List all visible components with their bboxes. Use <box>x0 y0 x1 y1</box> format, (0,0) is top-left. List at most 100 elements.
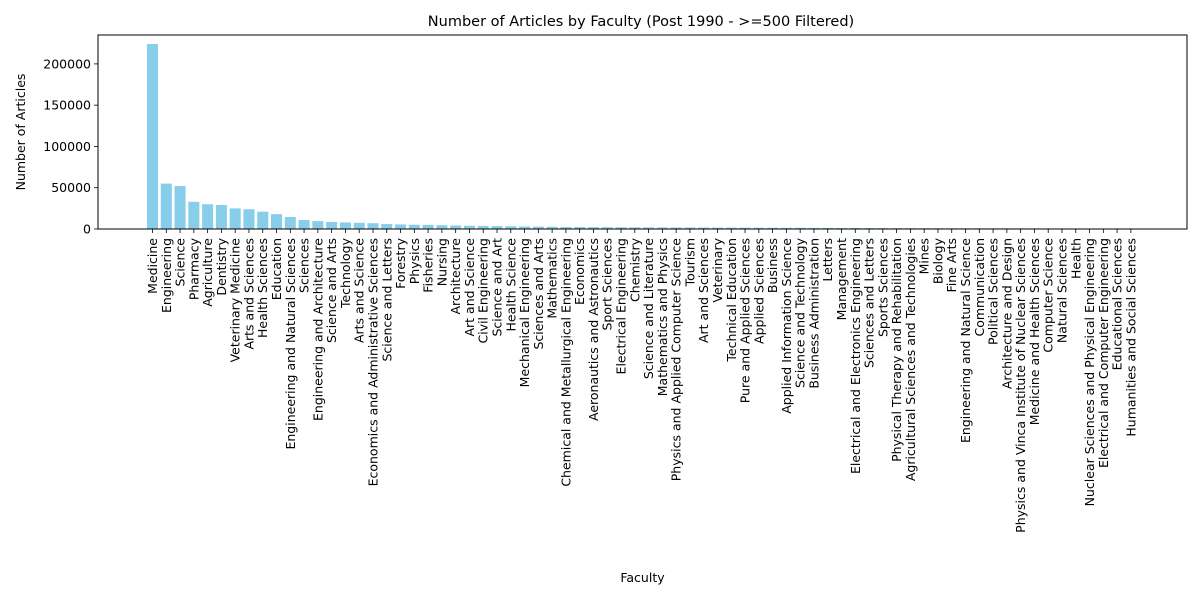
x-tick-label: Aeronautics and Astronautics <box>586 238 601 421</box>
bar <box>780 227 792 229</box>
x-tick-label: Management <box>834 238 849 320</box>
bar <box>698 227 710 229</box>
x-tick-label: Business Administration <box>806 238 821 389</box>
x-tick-label: Arts and Sciences <box>241 238 256 350</box>
x-tick-label: Electrical Engineering <box>614 238 629 374</box>
x-tick-label: Health Science <box>503 238 518 332</box>
x-tick-label: Electrical and Computer Engineering <box>1096 238 1111 468</box>
bar <box>367 223 379 229</box>
y-axis-label: Number of Articles <box>13 74 28 191</box>
x-tick-label: Computer Science <box>1041 238 1056 353</box>
bar <box>505 226 517 229</box>
bar <box>202 204 214 229</box>
bar <box>395 224 407 229</box>
x-tick-label: Electrical and Electronics Engineering <box>848 238 863 474</box>
bar <box>587 227 599 229</box>
x-tick-label: Health Sciences <box>255 238 270 338</box>
bar <box>408 224 420 229</box>
x-tick-label: Economics and Administrative Sciences <box>365 238 380 486</box>
x-tick-label: Sports Sciences <box>875 238 890 337</box>
x-tick-label: Agriculture <box>200 238 215 307</box>
bar <box>560 226 572 229</box>
x-tick-label: Fisheries <box>421 238 436 293</box>
x-tick-label: Architecture <box>448 238 463 315</box>
x-tick-label: Nursing <box>434 238 449 286</box>
x-tick-label: Science and Letters <box>379 238 394 362</box>
x-tick-label: Sciences and Letters <box>862 238 877 368</box>
x-tick-label: Science and Arts <box>324 238 339 343</box>
x-tick-label: Engineering and Natural Sciences <box>283 238 298 450</box>
x-tick-label: Biology <box>930 237 945 284</box>
y-tick-label: 150000 <box>43 98 91 113</box>
x-tick-label: Technology <box>338 237 353 309</box>
x-axis: MedicineEngineeringSciencePharmacyAgricu… <box>145 229 1138 533</box>
bar <box>215 205 227 229</box>
y-axis: 0 50000 100000 150000 200000 <box>43 56 98 237</box>
x-tick-label: Medicine and Health Sciences <box>1027 238 1042 425</box>
x-tick-label: Architecture and Design <box>999 238 1014 389</box>
x-tick-label: Letters <box>820 238 835 282</box>
x-tick-label: Physics and Applied Computer Science <box>669 238 684 482</box>
bar <box>656 227 668 229</box>
x-axis-label: Faculty <box>620 570 665 585</box>
bar <box>808 227 820 229</box>
x-tick-label: Art and Science <box>462 238 477 337</box>
bar <box>711 227 723 229</box>
x-tick-label: Mathematics <box>545 238 560 319</box>
x-tick-label: Education <box>269 238 284 300</box>
x-tick-label: Arts and Science <box>352 238 367 343</box>
chart-title: Number of Articles by Faculty (Post 1990… <box>428 14 854 30</box>
bar <box>188 201 200 229</box>
bar <box>684 227 696 229</box>
bar <box>298 219 310 229</box>
x-tick-label: Physics and Vinca Institute of Nuclear S… <box>1013 238 1028 533</box>
x-tick-label: Art and Sciences <box>696 238 711 343</box>
bar <box>670 227 682 229</box>
x-tick-label: Technical Education <box>724 238 739 363</box>
bar <box>725 227 737 229</box>
bar <box>257 211 269 229</box>
x-tick-label: Applied Sciences <box>751 238 766 344</box>
y-tick-label: 100000 <box>43 139 91 154</box>
x-tick-label: Educational Sciences <box>1110 238 1125 370</box>
x-tick-label: Science <box>173 238 188 287</box>
bar <box>160 183 172 229</box>
bar <box>422 224 434 229</box>
bar <box>794 227 806 229</box>
bar <box>353 222 365 229</box>
bar <box>450 225 462 229</box>
y-tick-label: 0 <box>83 222 91 237</box>
x-tick-label: Sciences <box>297 238 312 293</box>
x-tick-label: Mines <box>917 238 932 274</box>
x-tick-label: Physics <box>407 238 422 284</box>
x-tick-label: Communication <box>972 238 987 337</box>
bar <box>436 225 448 229</box>
x-tick-label: Engineering <box>159 238 174 313</box>
x-tick-label: Agricultural Sciences and Technologies <box>903 238 918 481</box>
x-tick-label: Pharmacy <box>186 237 201 300</box>
x-tick-label: Engineering and Architecture <box>310 238 325 421</box>
x-tick-label: Applied Information Science <box>779 238 794 414</box>
bar <box>477 225 489 229</box>
bar <box>835 227 848 229</box>
x-tick-label: Mechanical Engineering <box>517 238 532 387</box>
bar <box>271 214 283 229</box>
x-tick-label: Health <box>1068 238 1083 279</box>
x-tick-label: Forestry <box>393 237 408 288</box>
x-tick-label: Science and Literature <box>641 238 656 379</box>
bar <box>643 227 655 229</box>
y-tick-label: 200000 <box>43 56 91 71</box>
bar <box>146 44 159 229</box>
bar <box>822 227 834 229</box>
bar <box>312 221 324 229</box>
x-tick-label: Chemistry <box>627 237 642 302</box>
x-tick-label: Dentistry <box>214 237 229 295</box>
x-tick-label: Business <box>765 238 780 293</box>
x-tick-label: Pure and Applied Sciences <box>738 238 753 403</box>
x-tick-label: Humanities and Social Sciences <box>1123 238 1138 437</box>
bar <box>519 226 531 229</box>
x-tick-label: Fine Arts <box>944 238 959 292</box>
x-tick-label: Political Sciences <box>986 238 1001 345</box>
bar <box>174 186 186 229</box>
